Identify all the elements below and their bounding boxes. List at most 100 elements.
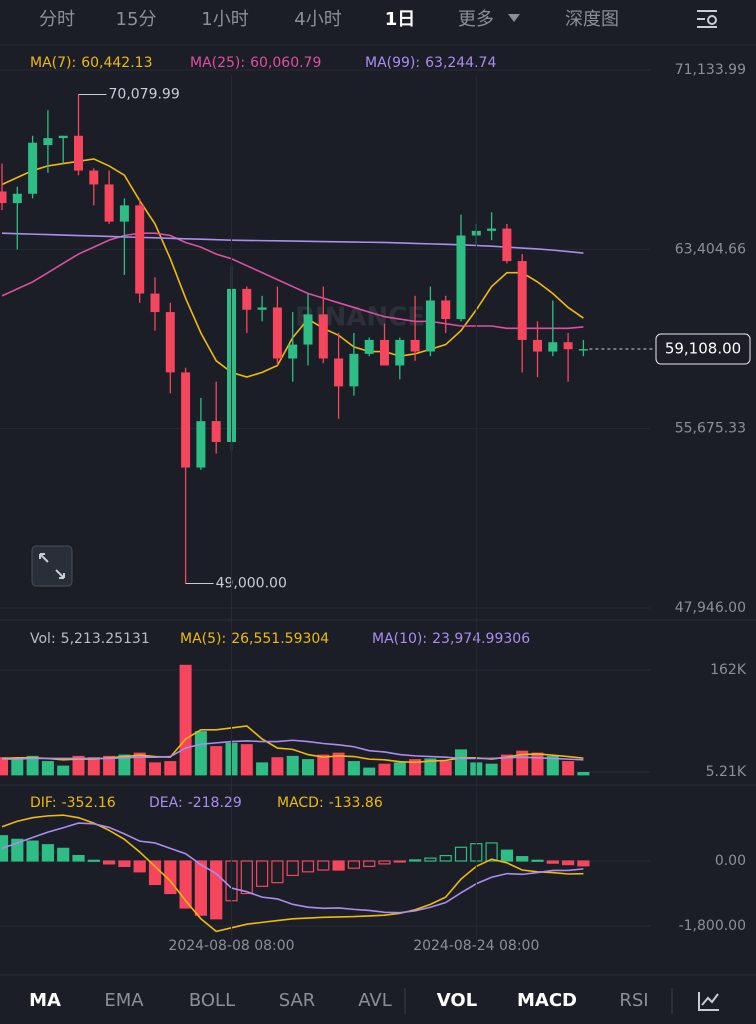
max-label: 70,079.99 (109, 86, 180, 102)
tab[interactable]: 更多 (458, 9, 494, 30)
volume-bar (577, 771, 590, 776)
indicator-tab[interactable]: MACD (517, 990, 577, 1011)
candle-body (150, 293, 160, 313)
y-tick-label: 5.21K (706, 764, 747, 780)
candle-body (58, 135, 68, 139)
tab[interactable]: 15分 (116, 9, 157, 30)
macd-bar (164, 860, 177, 895)
watermark: BINANCE (295, 303, 425, 333)
macd-bar (561, 860, 575, 866)
candle-body (272, 307, 282, 359)
candle-body (578, 349, 588, 351)
macd-bar (87, 859, 100, 862)
expand-button[interactable] (31, 545, 73, 587)
legend-value: 5,213.25131 (61, 631, 150, 647)
legend-value: 23,974.99306 (432, 631, 530, 647)
macd-bar (301, 860, 315, 873)
volume-ma-line (2, 739, 584, 761)
volume-bar (347, 761, 360, 776)
macd-bar (577, 860, 590, 867)
volume-bar (103, 755, 116, 776)
chart-layer: 分时 15分 1小时 4小时 1日 更多 深度图 MA EMA BOLL SAR AVL VOL MACD… (0, 9, 756, 1011)
legend-value: 26,551.59304 (231, 631, 329, 647)
legend-name: MA(7): (30, 55, 76, 71)
candle-body (563, 342, 573, 350)
chart-icon[interactable] (698, 992, 719, 1011)
macd-bar (148, 860, 162, 886)
macd-bar (57, 847, 70, 862)
y-tick-label: 55,675.33 (675, 421, 746, 437)
macd-bar (286, 860, 299, 877)
macd-bar (72, 854, 85, 862)
legend-value: -352.16 (62, 795, 116, 811)
y-tick-label: 63,404.66 (675, 241, 746, 257)
volume-bar (133, 752, 146, 776)
tab[interactable]: 深度图 (565, 9, 619, 30)
legend-entry: MA(10): 23,974.99306 (372, 631, 530, 647)
macd-bar (531, 859, 544, 862)
legend-value: 60,442.13 (81, 55, 152, 71)
candle-body (364, 339, 374, 354)
candle-body (89, 170, 99, 185)
volume-bar (271, 757, 284, 776)
indicator-tab[interactable]: MA (29, 990, 61, 1011)
macd-bar (317, 860, 330, 871)
indicator-tab[interactable]: SAR (279, 990, 316, 1011)
volume-bar (72, 755, 85, 776)
candle-body (181, 372, 191, 468)
indicator-tab[interactable]: AVL (358, 990, 392, 1011)
macd-bar (179, 860, 192, 909)
legend-entry: MA(5): 26,551.59304 (180, 631, 329, 647)
candle-body (318, 314, 328, 359)
y-tick-label: 47,946.00 (675, 600, 746, 616)
legend-name: MA(25): (190, 55, 245, 71)
legend-value: 60,060.79 (250, 55, 321, 71)
tab[interactable]: 1日 (385, 9, 416, 30)
volume-bar (363, 767, 376, 776)
legend-name: MA(10): (372, 631, 427, 647)
volume-bar (194, 731, 207, 776)
y-tick-label: 71,133.99 (675, 62, 746, 78)
candle-body (425, 300, 435, 352)
candle-body (135, 205, 145, 294)
macd-bar (26, 840, 39, 862)
ma-line (1, 232, 584, 330)
candle-body (12, 193, 22, 204)
legend-name: DIF: (30, 795, 57, 811)
tab[interactable]: 1小时 (201, 9, 248, 30)
legend-name: MA(99): (365, 55, 420, 71)
volume-bar (455, 749, 467, 776)
candle-body (441, 300, 451, 320)
candle-body (410, 339, 420, 352)
legend-entry: DIF: -352.16 (30, 795, 116, 811)
macd-bar (409, 859, 422, 862)
indicator-tab[interactable]: RSI (619, 990, 648, 1011)
macd-bar (210, 860, 223, 920)
indicator-tab[interactable]: EMA (104, 990, 144, 1011)
indicator-tab[interactable]: VOL (437, 990, 477, 1011)
x-tick-label: 2024-08-24 08:00 (413, 938, 539, 954)
candle-body (196, 421, 206, 468)
y-tick-label: 162K (710, 662, 747, 678)
macd-bar (194, 860, 207, 916)
x-tick-label: 2024-08-08 08:00 (168, 938, 294, 954)
volume-bar (164, 761, 177, 776)
candle-body (456, 235, 466, 320)
legend-entry: Vol: 5,213.25131 (30, 631, 150, 647)
tab[interactable]: 4小时 (294, 9, 341, 30)
legend-name: MACD: (277, 795, 324, 811)
y-tick-label: 0.00 (715, 853, 746, 869)
legend-entry: MA(7): 60,442.13 (30, 55, 152, 71)
candle-body (242, 288, 252, 310)
indicator-tab[interactable]: BOLL (189, 990, 235, 1011)
macd-bar (102, 860, 116, 865)
volume-bar (424, 758, 437, 776)
settings-icon[interactable] (697, 10, 717, 28)
macd-bar (378, 860, 391, 865)
tab[interactable]: 分时 (39, 9, 75, 30)
macd-bar (516, 856, 529, 862)
macd-bar (11, 838, 24, 862)
